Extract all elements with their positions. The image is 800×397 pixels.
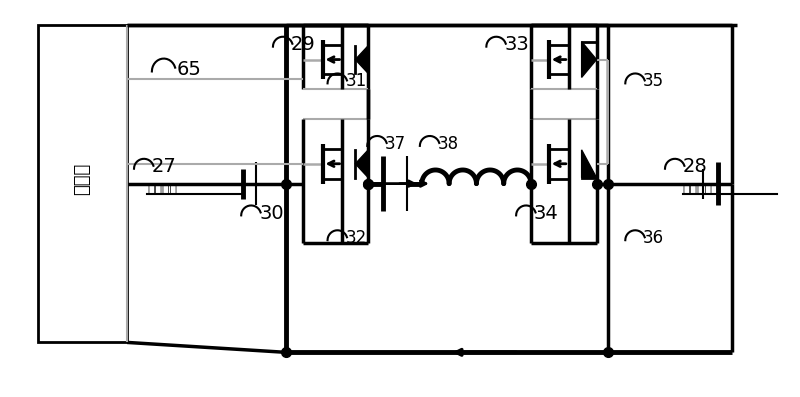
- Text: 第一电池: 第一电池: [147, 182, 177, 195]
- Text: 36: 36: [643, 229, 664, 247]
- Text: 38: 38: [438, 135, 459, 153]
- Polygon shape: [582, 150, 597, 178]
- Text: 33: 33: [504, 35, 529, 54]
- Text: 第二电池: 第二电池: [683, 182, 713, 195]
- Text: 控制器: 控制器: [74, 162, 91, 195]
- Text: 28: 28: [683, 157, 708, 176]
- Text: 65: 65: [177, 60, 202, 79]
- Polygon shape: [582, 42, 597, 77]
- Text: 27: 27: [152, 157, 177, 176]
- Text: 29: 29: [291, 35, 315, 54]
- Bar: [38, 25, 127, 342]
- Text: 30: 30: [259, 204, 284, 223]
- Text: 31: 31: [346, 72, 366, 91]
- Text: 32: 32: [346, 229, 366, 247]
- Text: 35: 35: [643, 72, 664, 91]
- Text: 37: 37: [385, 135, 406, 153]
- Polygon shape: [355, 46, 368, 73]
- Text: 34: 34: [534, 204, 558, 223]
- Polygon shape: [355, 150, 368, 178]
